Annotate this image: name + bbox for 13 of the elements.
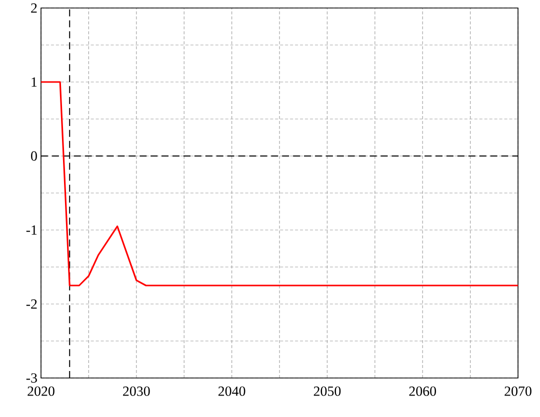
y-tick-label: -1 <box>26 225 37 235</box>
line-series <box>41 81 518 286</box>
y-tick-label: -3 <box>26 373 37 383</box>
y-tick-label: -2 <box>26 299 37 309</box>
y-tick-label: 2 <box>31 3 37 13</box>
y-tick-label: 0 <box>31 151 37 161</box>
x-tick-label: 2020 <box>28 386 54 396</box>
x-tick-label: 2070 <box>504 386 532 396</box>
x-tick-label: 2040 <box>218 386 246 396</box>
x-tick-label: 2050 <box>314 386 341 396</box>
x-tick-label: 2030 <box>123 386 150 396</box>
x-tick-label: 2060 <box>409 386 436 396</box>
y-tick-label: 1 <box>32 77 37 87</box>
